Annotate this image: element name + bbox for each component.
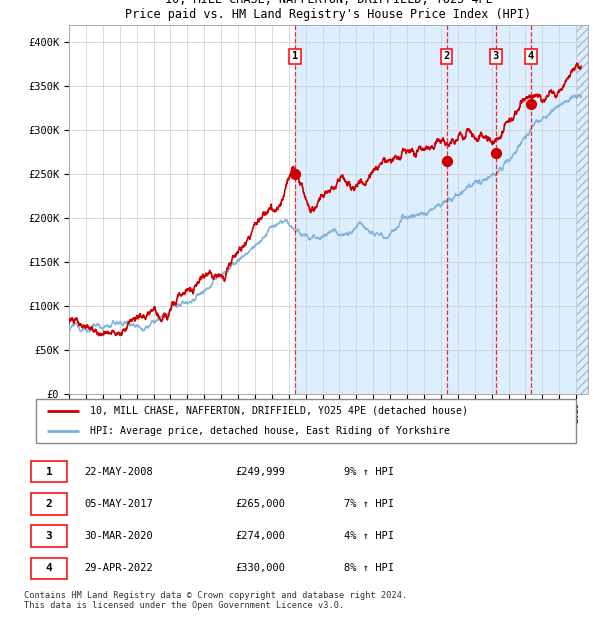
Text: 8% ↑ HPI: 8% ↑ HPI	[344, 564, 394, 574]
Point	[526, 99, 536, 109]
Bar	[295, 25, 576, 394]
Text: £249,999: £249,999	[236, 467, 286, 477]
Text: 1: 1	[46, 467, 52, 477]
Text: 9% ↑ HPI: 9% ↑ HPI	[344, 467, 394, 477]
Text: 29-APR-2022: 29-APR-2022	[85, 564, 154, 574]
Text: 7% ↑ HPI: 7% ↑ HPI	[344, 499, 394, 509]
Text: 22-MAY-2008: 22-MAY-2008	[85, 467, 154, 477]
Text: 4: 4	[46, 564, 52, 574]
Point	[290, 169, 300, 179]
FancyBboxPatch shape	[31, 461, 67, 482]
Text: 2: 2	[443, 51, 450, 61]
Title: 10, MILL CHASE, NAFFERTON, DRIFFIELD, YO25 4PE
Price paid vs. HM Land Registry's: 10, MILL CHASE, NAFFERTON, DRIFFIELD, YO…	[125, 0, 532, 21]
Text: 4% ↑ HPI: 4% ↑ HPI	[344, 531, 394, 541]
Text: 3: 3	[46, 531, 52, 541]
FancyBboxPatch shape	[31, 493, 67, 515]
Point	[442, 156, 451, 166]
Text: Contains HM Land Registry data © Crown copyright and database right 2024.
This d: Contains HM Land Registry data © Crown c…	[24, 591, 407, 610]
Text: 2: 2	[46, 499, 52, 509]
Point	[491, 148, 500, 158]
Text: HPI: Average price, detached house, East Riding of Yorkshire: HPI: Average price, detached house, East…	[90, 426, 450, 436]
Text: 1: 1	[292, 51, 298, 61]
Text: 05-MAY-2017: 05-MAY-2017	[85, 499, 154, 509]
Text: 4: 4	[528, 51, 534, 61]
Bar	[576, 25, 588, 394]
Text: £265,000: £265,000	[236, 499, 286, 509]
FancyBboxPatch shape	[36, 399, 576, 443]
Text: £330,000: £330,000	[236, 564, 286, 574]
FancyBboxPatch shape	[31, 557, 67, 579]
Text: 3: 3	[493, 51, 499, 61]
Text: 10, MILL CHASE, NAFFERTON, DRIFFIELD, YO25 4PE (detached house): 10, MILL CHASE, NAFFERTON, DRIFFIELD, YO…	[90, 405, 468, 416]
Text: 30-MAR-2020: 30-MAR-2020	[85, 531, 154, 541]
FancyBboxPatch shape	[31, 525, 67, 547]
Text: £274,000: £274,000	[236, 531, 286, 541]
